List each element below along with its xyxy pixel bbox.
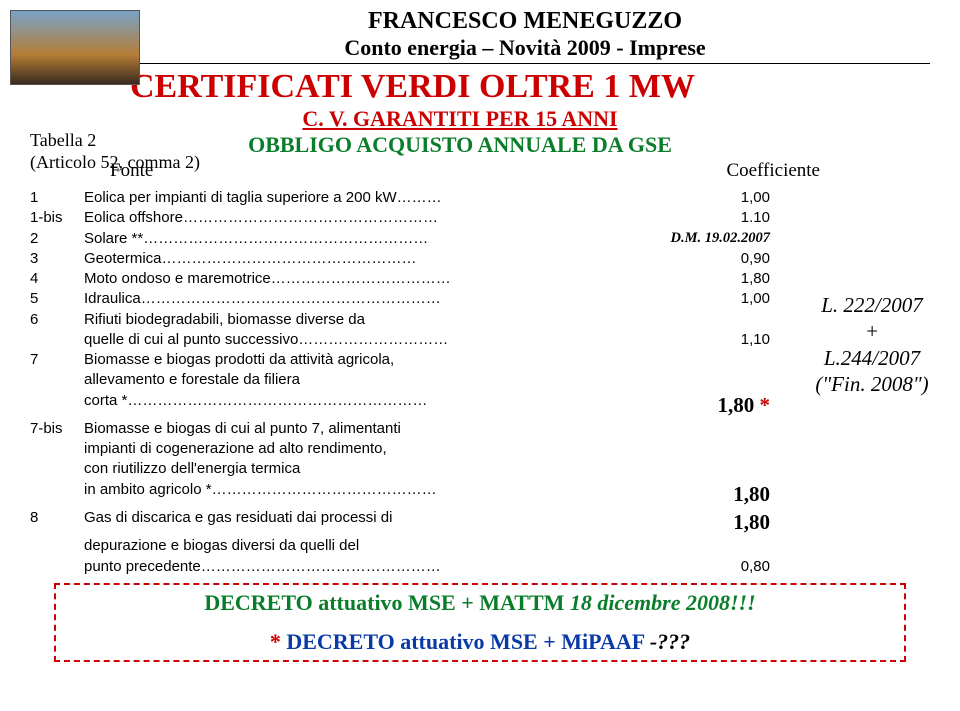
row-desc: quelle di cui al punto successivo…………………… [84, 330, 660, 350]
table-row: 4Moto ondoso e maremotrice………………………………1,… [30, 269, 770, 289]
decree-2b: -??? [650, 629, 690, 654]
row-coef: 1.10 [660, 208, 770, 228]
row-desc: Eolica offshore…………………………………………… [84, 208, 660, 228]
row-desc: Biomasse e biogas di cui al punto 7, ali… [84, 419, 660, 439]
row-desc: Geotermica…………………………………………… [84, 249, 660, 269]
row-index: 2 [30, 229, 84, 249]
table-body: 1Eolica per impianti di taglia superiore… [30, 188, 770, 577]
table-row: in ambito agricolo *………………………………………1,80 [30, 480, 770, 508]
law-line-2: L.244/2007 [798, 345, 946, 371]
table-row: 5Idraulica……………………………………………………1,00 [30, 289, 770, 309]
subtitle-1: C. V. GARANTITI PER 15 ANNI [0, 106, 930, 132]
row-desc: depurazione e biogas diversi da quelli d… [84, 536, 660, 556]
decree-1a: DECRETO attuativo MSE + MATTM [204, 590, 570, 615]
table-row: 1Eolica per impianti di taglia superiore… [30, 188, 770, 208]
row-coef: 1,00 [660, 188, 770, 208]
row-desc: Gas di discarica e gas residuati dai pro… [84, 508, 660, 528]
table-row: 2Solare **…………………………………………………D.M. 19.02.… [30, 229, 770, 249]
row-desc: in ambito agricolo *……………………………………… [84, 480, 660, 500]
law-plus: + [798, 318, 946, 344]
divider [30, 63, 930, 64]
row-desc: Eolica per impianti di taglia superiore … [84, 188, 660, 208]
decree-star: * [270, 629, 281, 654]
table-row: 8Gas di discarica e gas residuati dai pr… [30, 508, 770, 536]
table-row: con riutilizzo dell'energia termica [30, 459, 770, 479]
row-coef: 1,80 [660, 480, 770, 508]
decree-2a: DECRETO attuativo MSE + MiPAAF [286, 629, 650, 654]
col-header-coef: Coefficiente [726, 160, 820, 182]
row-coef: 1,80 * [660, 391, 770, 419]
row-index: 7-bis [30, 419, 84, 439]
row-index: 6 [30, 310, 84, 330]
row-coef: 0,90 [660, 249, 770, 269]
decree-box: DECRETO attuativo MSE + MATTM 18 dicembr… [54, 583, 906, 662]
law-line-3: ("Fin. 2008") [798, 371, 946, 397]
decree-line-1: DECRETO attuativo MSE + MATTM 18 dicembr… [62, 589, 898, 617]
row-index: 1 [30, 188, 84, 208]
row-desc: corta *…………………………………………………… [84, 391, 660, 411]
table-row: allevamento e forestale da filiera [30, 370, 770, 390]
row-index: 7 [30, 350, 84, 370]
row-desc: Moto ondoso e maremotrice……………………………… [84, 269, 660, 289]
row-desc: Biomasse e biogas prodotti da attività a… [84, 350, 660, 370]
author-name: FRANCESCO MENEGUZZO [120, 8, 930, 35]
row-coef: 1,80 [660, 508, 770, 536]
row-coef: 0,80 [660, 557, 770, 577]
table-ref-line2: (Articolo 52, comma 2) [30, 152, 200, 174]
header-subtitle: Conto energia – Novità 2009 - Imprese [120, 35, 930, 61]
table-row: depurazione e biogas diversi da quelli d… [30, 536, 770, 556]
table-row: 7-bisBiomasse e biogas di cui al punto 7… [30, 419, 770, 439]
row-coef: 1,10 [660, 330, 770, 350]
row-desc: punto precedente………………………………………… [84, 557, 660, 577]
row-index: 3 [30, 249, 84, 269]
row-desc: allevamento e forestale da filiera [84, 370, 660, 390]
table-row: 1-bisEolica offshore……………………………………………1.1… [30, 208, 770, 228]
decree-1b: 18 dicembre 2008!!! [570, 590, 756, 615]
table-row: 7Biomasse e biogas prodotti da attività … [30, 350, 770, 370]
table-row: corta *……………………………………………………1,80 * [30, 391, 770, 419]
row-index: 5 [30, 289, 84, 309]
row-desc: Idraulica…………………………………………………… [84, 289, 660, 309]
slide-thumbnail [10, 10, 140, 85]
law-line-1: L. 222/2007 [798, 292, 946, 318]
table-reference: Tabella 2 (Articolo 52, comma 2) [30, 130, 200, 173]
row-desc: impianti di cogenerazione ad alto rendim… [84, 439, 660, 459]
main-title: CERTIFICATI VERDI OLTRE 1 MW [130, 68, 930, 106]
row-index: 1-bis [30, 208, 84, 228]
row-coef: D.M. 19.02.2007 [660, 229, 770, 249]
row-desc: con riutilizzo dell'energia termica [84, 459, 660, 479]
decree-line-2: * DECRETO attuativo MSE + MiPAAF -??? [62, 628, 898, 656]
table-row: 6Rifiuti biodegradabili, biomasse divers… [30, 310, 770, 330]
law-reference-box: L. 222/2007 + L.244/2007 ("Fin. 2008") [798, 292, 946, 397]
table-row: 3Geotermica……………………………………………0,90 [30, 249, 770, 269]
row-index: 8 [30, 508, 84, 528]
table-row: impianti di cogenerazione ad alto rendim… [30, 439, 770, 459]
row-desc: Solare **………………………………………………… [84, 229, 660, 249]
table-ref-line1: Tabella 2 [30, 130, 200, 152]
row-desc: Rifiuti biodegradabili, biomasse diverse… [84, 310, 660, 330]
table-row: punto precedente…………………………………………0,80 [30, 557, 770, 577]
row-coef: 1,00 [660, 289, 770, 309]
table-row: quelle di cui al punto successivo…………………… [30, 330, 770, 350]
star-icon: * [754, 393, 770, 417]
row-coef: 1,80 [660, 269, 770, 289]
row-index: 4 [30, 269, 84, 289]
